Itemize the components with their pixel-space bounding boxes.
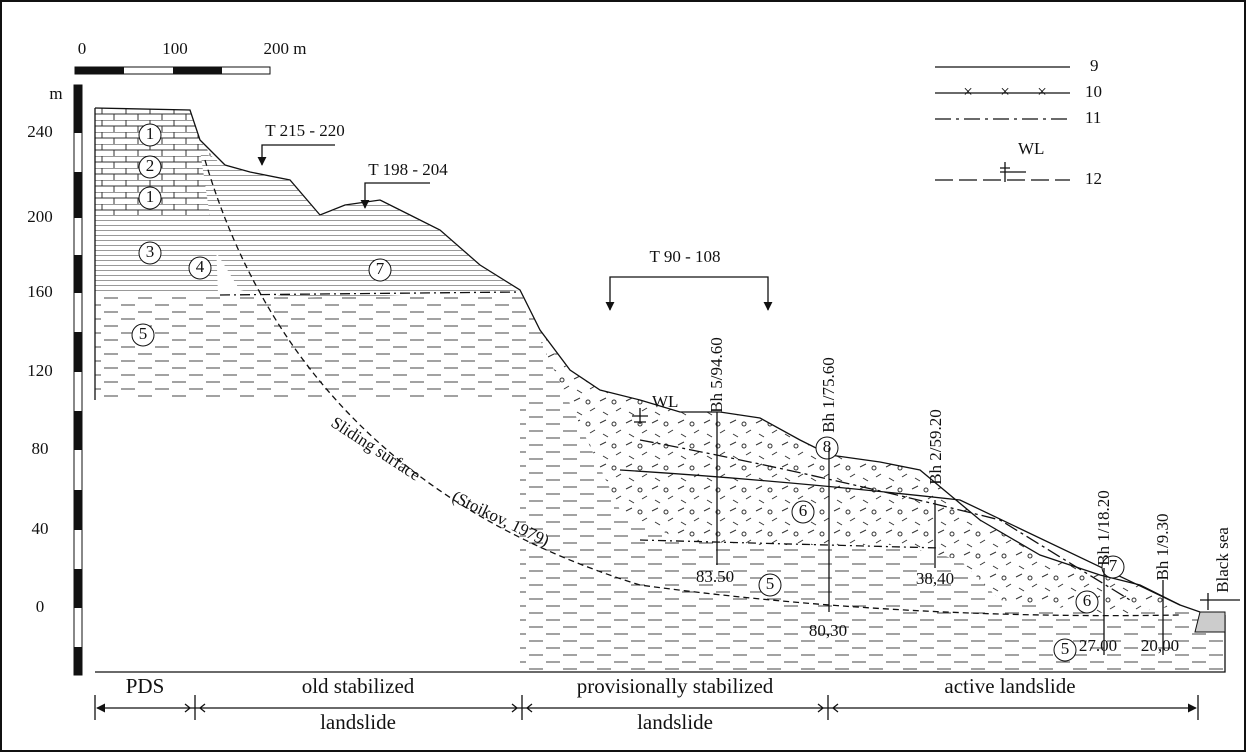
layer-label: 1: [146, 187, 155, 206]
tick-label: 200: [27, 207, 53, 226]
tick-label: 160: [27, 282, 53, 301]
svg-text:×: ×: [1000, 82, 1010, 101]
scale-label: 200 m: [264, 39, 307, 58]
layer-label: 5: [139, 324, 148, 343]
zone-label: provisionally stabilized: [577, 674, 774, 698]
borehole-label: Bh 1/9.30: [1153, 513, 1172, 580]
trench-label: T 215 - 220: [265, 121, 345, 140]
borehole-label: Bh 5/94.60: [707, 337, 726, 413]
legend-label: 12: [1085, 169, 1102, 188]
borehole-label: Bh 1/75.60: [819, 357, 838, 433]
borehole-label: Bh 2/59.20: [926, 409, 945, 485]
borehole-depth: 38,40: [916, 569, 954, 588]
borehole-depth: 20,00: [1141, 636, 1179, 655]
tick-label: 80: [32, 439, 49, 458]
trench-label: T 198 - 204: [368, 160, 448, 179]
tick-label: 240: [27, 122, 53, 141]
layer-label: 5: [766, 574, 775, 593]
layer-label: 5: [1061, 639, 1070, 658]
sea-label: Black sea: [1213, 527, 1232, 593]
tick-label: 40: [32, 519, 49, 538]
tick-label: 120: [27, 361, 53, 380]
borehole-depth: 83.50: [696, 567, 734, 586]
layer-label: 8: [823, 437, 832, 456]
borehole-depth: 80,30: [809, 621, 847, 640]
tick-label: 0: [36, 597, 45, 616]
scale-label: 0: [78, 39, 87, 58]
zone-label: active landslide: [944, 674, 1075, 698]
zone-label: PDS: [126, 674, 165, 698]
axis-unit: m: [49, 84, 62, 103]
legend-label: 10: [1085, 82, 1102, 101]
layer-label: 2: [146, 156, 155, 175]
zone-label: old stabilized: [302, 674, 415, 698]
layer-label: 6: [1083, 591, 1092, 610]
zone-label: landslide: [637, 710, 713, 734]
trench-label: T 90 - 108: [650, 247, 721, 266]
legend-label: 11: [1085, 108, 1101, 127]
layer-label: 4: [196, 257, 205, 276]
legend-marker: WL: [1018, 139, 1044, 158]
layer-label: 3: [146, 242, 155, 261]
borehole-depth: 27.00: [1079, 636, 1117, 655]
layer-label: 1: [146, 124, 155, 143]
layer-label: 7: [376, 259, 385, 278]
legend-label: 9: [1090, 56, 1099, 75]
svg-text:×: ×: [1037, 82, 1047, 101]
svg-text:×: ×: [963, 82, 973, 101]
borehole-label: Bh 1/18.20: [1094, 490, 1113, 566]
water-level-label: WL: [652, 392, 678, 411]
cross-section: 0 100 200 m m 240 200 160 120 80 40 0 1 …: [0, 0, 1246, 752]
zone-label: landslide: [320, 710, 396, 734]
layer-label: 6: [799, 501, 808, 520]
scale-label: 100: [162, 39, 188, 58]
